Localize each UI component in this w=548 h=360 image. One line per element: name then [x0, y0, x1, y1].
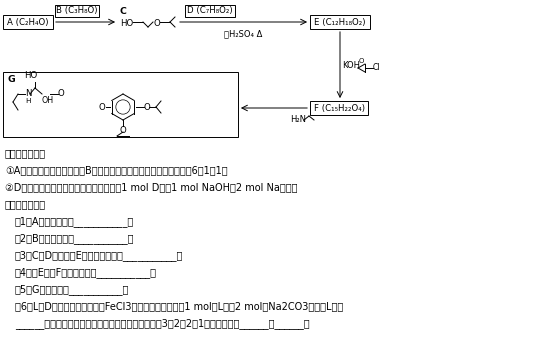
Text: F (C₁₅H₂₂O₄): F (C₁₅H₂₂O₄) — [313, 104, 364, 112]
Text: 回答下列问题：: 回答下列问题： — [5, 199, 46, 209]
Text: N: N — [25, 90, 31, 99]
Text: Cl: Cl — [373, 63, 380, 72]
Text: A (C₂H₄O): A (C₂H₄O) — [7, 18, 49, 27]
FancyBboxPatch shape — [3, 15, 53, 29]
Text: H₂N: H₂N — [290, 116, 306, 125]
FancyBboxPatch shape — [185, 5, 235, 17]
Text: E (C₁₂H₁₈O₂): E (C₁₂H₁₈O₂) — [314, 18, 366, 27]
Text: G: G — [8, 76, 16, 85]
Text: （2）B的化学名称为___________。: （2）B的化学名称为___________。 — [15, 233, 134, 244]
Text: HO: HO — [120, 18, 133, 27]
Text: D (C₇H₈O₂): D (C₇H₈O₂) — [187, 6, 233, 15]
Text: （6）L是D的同分异构体，可与FeCl3溶液发生显色反应，1 mol的L可与2 mol的Na2CO3反应，L共有: （6）L是D的同分异构体，可与FeCl3溶液发生显色反应，1 mol的L可与2 … — [15, 301, 343, 311]
Text: B (C₃H₈O): B (C₃H₈O) — [56, 6, 98, 15]
Text: （4）由E生成F的反应类型为___________。: （4）由E生成F的反应类型为___________。 — [15, 267, 157, 278]
Text: （5）G的分子式为___________。: （5）G的分子式为___________。 — [15, 284, 129, 295]
Text: O: O — [153, 18, 160, 27]
FancyBboxPatch shape — [3, 72, 238, 137]
FancyBboxPatch shape — [55, 5, 99, 17]
Text: ______种；其中核磁共振氢谱为四组峰，峰面积比为3：2：2：1的结构简式为______、______。: ______种；其中核磁共振氢谱为四组峰，峰面积比为3：2：2：1的结构简式为_… — [15, 318, 310, 329]
Text: 液H₂SO₄ Δ: 液H₂SO₄ Δ — [224, 29, 262, 38]
Text: HO: HO — [24, 71, 38, 80]
Text: 已知以下信息：: 已知以下信息： — [5, 148, 46, 158]
Text: H: H — [25, 98, 31, 104]
FancyBboxPatch shape — [310, 101, 368, 115]
Text: ②D的苯环上仅有两种不同化学环境的氢；1 mol D可与1 mol NaOH或2 mol Na反应。: ②D的苯环上仅有两种不同化学环境的氢；1 mol D可与1 mol NaOH或2… — [5, 182, 298, 192]
Text: （3）C与D反应生成E的化学方程式为___________。: （3）C与D反应生成E的化学方程式为___________。 — [15, 250, 184, 261]
Text: O: O — [119, 126, 127, 135]
Text: OH: OH — [42, 96, 54, 105]
Text: ①A的核磁共振氢谱为单峰；B的核磁共振氢谱为三组峰，峰面积比为6：1：1，: ①A的核磁共振氢谱为单峰；B的核磁共振氢谱为三组峰，峰面积比为6：1：1， — [5, 165, 227, 175]
Text: O: O — [58, 90, 65, 99]
FancyBboxPatch shape — [310, 15, 370, 29]
Text: O: O — [98, 103, 105, 112]
Text: （1）A的结构简式为___________。: （1）A的结构简式为___________。 — [15, 216, 134, 227]
Text: C: C — [120, 8, 127, 17]
Text: O: O — [144, 103, 151, 112]
Text: O: O — [358, 58, 364, 64]
Text: KOH: KOH — [342, 60, 360, 69]
